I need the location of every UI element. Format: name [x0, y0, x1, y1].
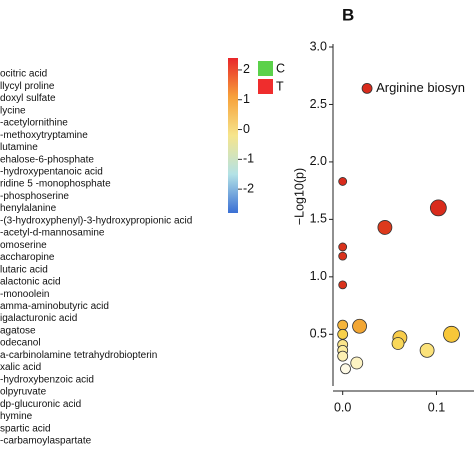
row-label: -monoolein	[0, 289, 49, 300]
bubble	[361, 82, 373, 94]
row-label: amma-aminobutyric acid	[0, 301, 109, 312]
y-tick-label: 1.5	[310, 212, 327, 226]
y-tick-label: 2.5	[310, 97, 327, 111]
y-tick-label: 0.5	[310, 327, 327, 341]
row-label: lutaric acid	[0, 264, 48, 275]
bubble	[340, 363, 351, 375]
row-label: spartic acid	[0, 423, 51, 434]
row-label: odecanol	[0, 338, 41, 349]
row-label: -hydroxypentanoic acid	[0, 166, 103, 177]
row-label: hymine	[0, 411, 33, 422]
bubble	[338, 251, 348, 261]
row-label: -(3-hydroxyphenyl)-3-hydroxypropionic ac…	[0, 215, 192, 226]
colorbar-label: -2	[243, 181, 254, 195]
row-label: lutamine	[0, 142, 38, 153]
y-tick-label: 2.0	[310, 154, 327, 168]
row-label: a-carbinolamine tetrahydrobiopterin	[0, 350, 157, 361]
bubble	[337, 350, 349, 362]
row-label: -carbamoylaspartate	[0, 436, 92, 447]
annotation: Arginine biosyn	[376, 80, 465, 95]
row-label: -hydroxybenzoic acid	[0, 374, 94, 385]
row-label: igalacturonic acid	[0, 313, 77, 324]
y-axis-label: −Log10(p)	[292, 168, 306, 225]
bubble	[337, 328, 349, 340]
row-label: doxyl sulfate	[0, 93, 56, 104]
x-tick-label: 0.1	[428, 400, 445, 414]
row-label: ehalose-6-phosphate	[0, 154, 94, 165]
panel-label: B	[342, 5, 354, 24]
row-label: llycyl proline	[0, 81, 55, 92]
bubble	[338, 177, 348, 186]
row-label: ridine 5 -monophosphate	[0, 179, 111, 190]
row-label: -methoxytryptamine	[0, 130, 88, 141]
group-label: C	[276, 61, 285, 75]
group-label: T	[276, 79, 284, 93]
colorbar	[228, 58, 238, 213]
row-label: omoserine	[0, 240, 47, 251]
group-swatch	[258, 61, 273, 76]
colorbar-label: 2	[243, 62, 250, 76]
row-label: -acetylornithine	[0, 118, 68, 129]
row-label: -phosphoserine	[0, 191, 69, 202]
row-label: -acetyl-d-mannosamine	[0, 228, 105, 239]
row-label: henylalanine	[0, 203, 57, 214]
bubble	[443, 325, 460, 343]
colorbar-label: -1	[243, 152, 254, 166]
bubble	[377, 220, 393, 235]
bubble	[391, 337, 405, 350]
row-label: ocitric acid	[0, 69, 47, 80]
row-label: olpyruvate	[0, 387, 47, 398]
row-label: agatose	[0, 325, 36, 336]
row-label: lycine	[0, 105, 26, 116]
colorbar-label: 0	[243, 122, 250, 136]
bubble	[338, 242, 348, 252]
bubble	[338, 280, 348, 290]
row-label: xalic acid	[0, 362, 41, 373]
y-tick-label: 3.0	[310, 39, 327, 53]
y-tick-label: 1.0	[310, 269, 327, 283]
colorbar-label: 1	[243, 92, 250, 106]
bubble	[419, 342, 435, 358]
bubble	[337, 319, 349, 331]
bubble	[429, 199, 447, 217]
x-tick-label: 0.0	[334, 400, 351, 414]
group-swatch	[258, 79, 273, 94]
row-label: alactonic acid	[0, 277, 61, 288]
row-label: accharopine	[0, 252, 55, 263]
bubble	[352, 318, 367, 334]
bubble	[350, 356, 364, 370]
row-label: dp-glucuronic acid	[0, 399, 81, 410]
